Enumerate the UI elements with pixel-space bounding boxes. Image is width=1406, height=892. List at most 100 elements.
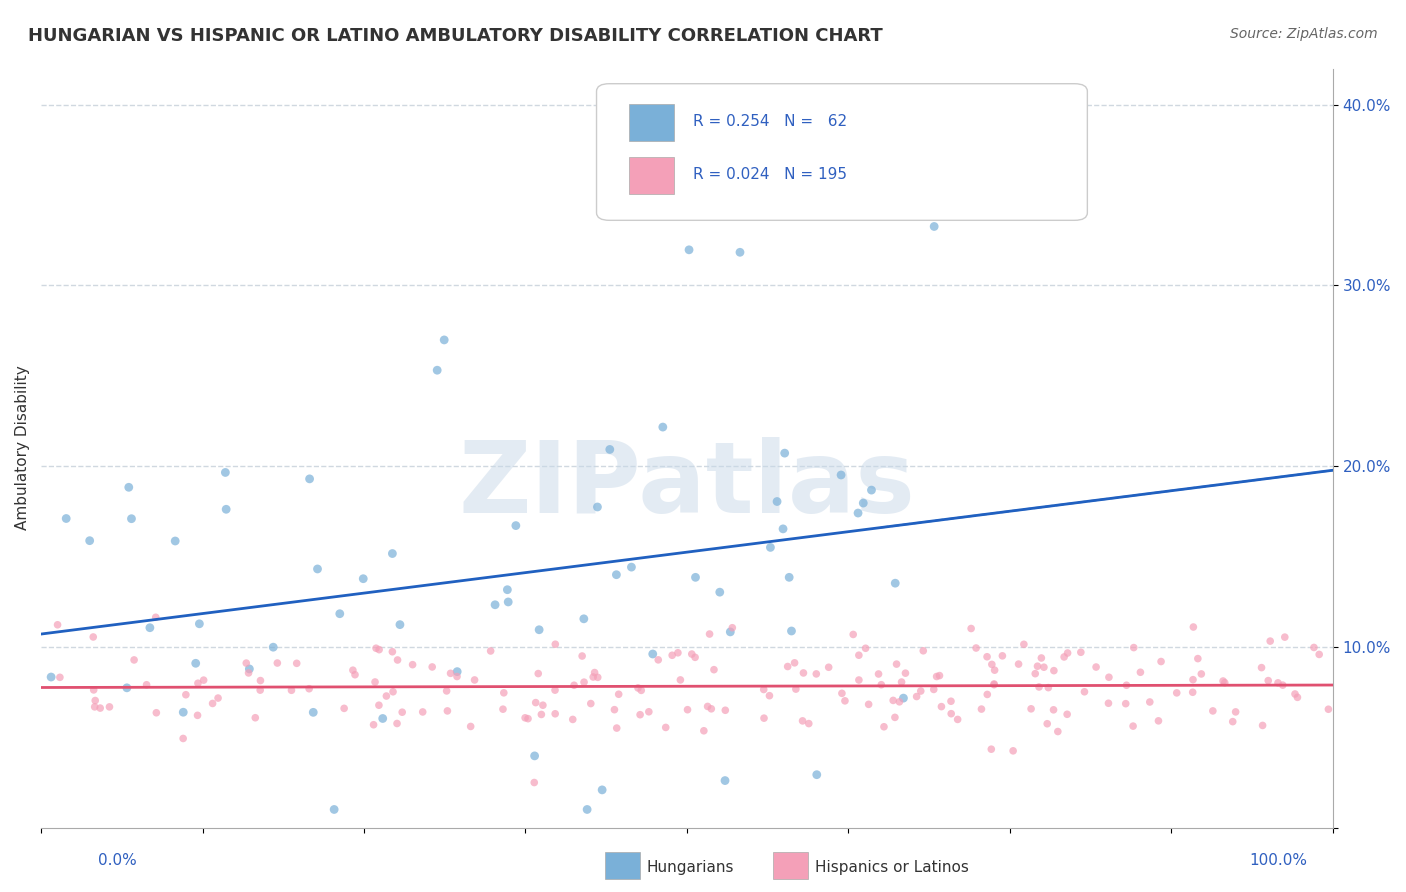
Point (991, 648, 1014, 663)
Point (412, 705, 434, 719)
Point (1028, 680, 1050, 694)
Point (496, 595, 519, 609)
Point (298, 472, 321, 486)
Point (591, 783, 613, 797)
Point (792, 714, 814, 728)
Point (1182, 673, 1205, 687)
Point (1019, 702, 1042, 716)
Point (817, 660, 839, 674)
Point (367, 698, 389, 713)
Point (513, 711, 536, 725)
Point (436, 704, 458, 718)
Point (1032, 660, 1054, 674)
Point (83, 682, 105, 697)
Point (364, 675, 387, 690)
Point (1308, 648, 1330, 662)
Point (607, 687, 630, 701)
Point (1073, 685, 1095, 699)
Point (1182, 620, 1205, 634)
Point (266, 656, 288, 670)
Point (145, 706, 167, 720)
Point (910, 684, 932, 698)
Point (544, 637, 567, 651)
Point (285, 657, 308, 671)
Point (1225, 705, 1247, 719)
Point (605, 567, 627, 582)
Point (329, 607, 352, 621)
Point (983, 678, 1005, 692)
Point (806, 666, 828, 681)
Point (280, 683, 302, 698)
Point (492, 686, 515, 700)
Point (1202, 704, 1225, 718)
Point (627, 681, 650, 695)
Point (776, 659, 799, 673)
Point (1026, 659, 1049, 673)
Point (46, 617, 69, 632)
Point (637, 705, 659, 719)
Point (586, 670, 609, 684)
Point (1147, 714, 1170, 728)
Point (479, 644, 502, 658)
Point (806, 767, 828, 781)
Point (980, 657, 1002, 672)
Point (302, 706, 325, 720)
Point (352, 572, 374, 586)
Point (1098, 670, 1121, 684)
Point (752, 682, 775, 697)
Point (586, 500, 609, 514)
Point (492, 702, 515, 716)
Point (446, 669, 468, 683)
Text: 0.0%: 0.0% (98, 854, 138, 868)
Point (172, 731, 194, 746)
Point (783, 656, 806, 670)
Point (882, 693, 904, 707)
FancyBboxPatch shape (628, 157, 673, 194)
Point (855, 641, 877, 656)
Point (496, 582, 519, 597)
Point (834, 694, 856, 708)
Point (848, 648, 870, 663)
Point (848, 673, 870, 687)
Point (884, 710, 907, 724)
Point (976, 649, 998, 664)
Point (681, 647, 703, 661)
Point (165, 534, 187, 549)
Point (772, 522, 794, 536)
Point (39, 670, 62, 684)
FancyBboxPatch shape (628, 104, 673, 141)
Text: 100.0%: 100.0% (1250, 854, 1308, 868)
Text: HUNGARIAN VS HISPANIC OR LATINO AMBULATORY DISABILITY CORRELATION CHART: HUNGARIAN VS HISPANIC OR LATINO AMBULATO… (28, 27, 883, 45)
Point (187, 708, 209, 723)
Point (530, 707, 553, 722)
Point (1115, 697, 1137, 711)
Point (778, 570, 800, 584)
Point (1166, 686, 1188, 700)
Point (1122, 640, 1144, 655)
Point (599, 442, 621, 457)
Point (758, 689, 780, 703)
Point (135, 678, 157, 692)
Point (693, 723, 716, 738)
Point (215, 502, 238, 516)
Point (381, 547, 404, 561)
Point (214, 466, 236, 480)
Point (363, 717, 385, 731)
Point (654, 721, 676, 735)
Point (1056, 646, 1078, 660)
Point (460, 719, 482, 733)
Point (323, 802, 346, 816)
Point (1139, 695, 1161, 709)
Point (583, 665, 606, 680)
Point (201, 697, 224, 711)
Text: Hungarians: Hungarians (647, 860, 734, 874)
Point (669, 673, 692, 687)
Point (439, 666, 461, 681)
Y-axis label: Ambulatory Disability: Ambulatory Disability (15, 366, 30, 531)
Point (342, 663, 364, 677)
Point (721, 621, 744, 635)
Point (433, 333, 456, 347)
Point (387, 653, 409, 667)
Point (207, 691, 229, 706)
Point (678, 243, 700, 257)
